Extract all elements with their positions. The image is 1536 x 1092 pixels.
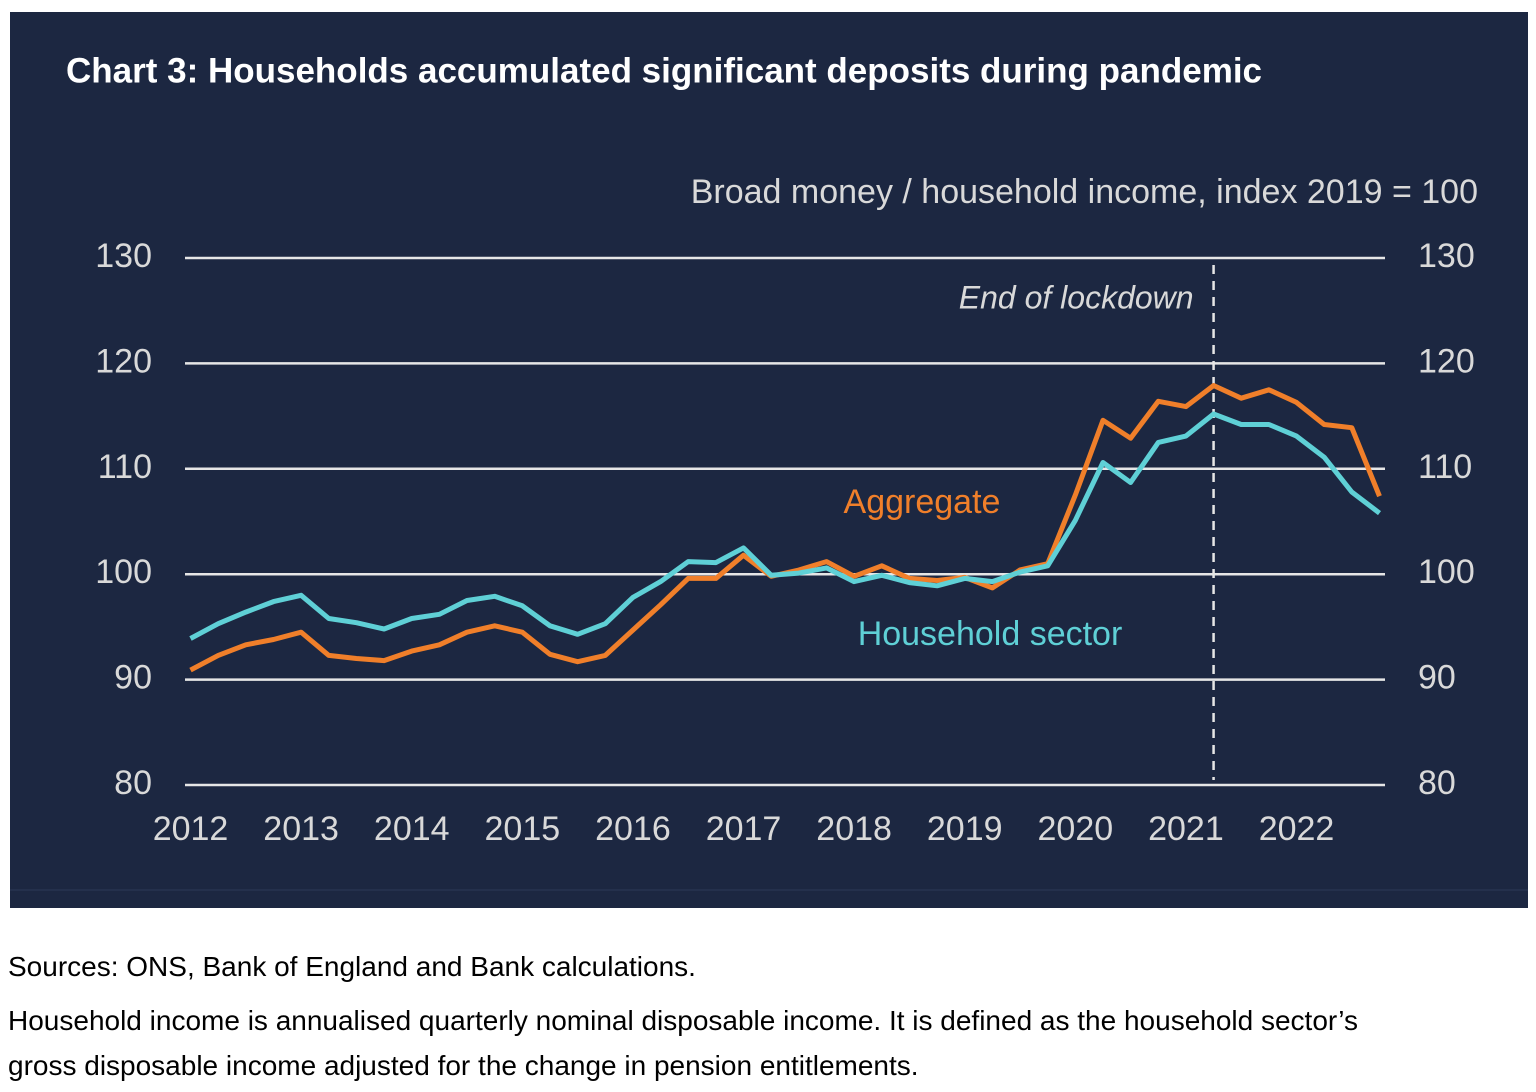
- x-tick-label: 2022: [1259, 810, 1335, 848]
- x-tick-label: 2015: [485, 810, 561, 848]
- y2-tick-label: 80: [1418, 764, 1456, 802]
- y2-tick-label: 90: [1418, 659, 1456, 697]
- y-tick-label: 110: [98, 448, 152, 486]
- y2-tick-label: 120: [1418, 342, 1475, 380]
- chart-subtitle: Broad money / household income, index 20…: [691, 173, 1478, 211]
- y2-tick-label: 100: [1418, 553, 1475, 591]
- x-tick-label: 2017: [706, 810, 782, 848]
- footnote: Household income is annualised quarterly…: [8, 1005, 1358, 1081]
- series-label: Household sector: [858, 615, 1123, 653]
- chart: Chart 3: Households accumulated signific…: [10, 12, 1528, 908]
- y2-tick-label: 110: [1418, 448, 1472, 486]
- sources: Sources: ONS, Bank of England and Bank c…: [8, 951, 696, 982]
- y-tick-label: 90: [114, 659, 152, 697]
- chart-panel: [10, 12, 1528, 908]
- y-tick-label: 100: [95, 553, 152, 591]
- series-line: [189, 411, 1382, 641]
- x-tick-label: 2016: [595, 810, 671, 848]
- x-tick-label: 2020: [1038, 810, 1114, 848]
- y-tick-label: 80: [114, 764, 152, 802]
- y2-tick-label: 130: [1418, 237, 1475, 275]
- x-tick-label: 2013: [263, 810, 339, 848]
- series-label: Aggregate: [844, 483, 1001, 521]
- chart-title: Chart 3: Households accumulated signific…: [66, 51, 1262, 90]
- x-tick-label: 2021: [1148, 810, 1224, 848]
- x-tick-label: 2012: [153, 810, 229, 848]
- x-tick-label: 2019: [927, 810, 1003, 848]
- x-tick-label: 2018: [816, 810, 892, 848]
- x-tick-label: 2014: [374, 810, 450, 848]
- event-label: End of lockdown: [959, 279, 1194, 315]
- y-tick-label: 130: [95, 237, 152, 275]
- y-tick-label: 120: [95, 342, 152, 380]
